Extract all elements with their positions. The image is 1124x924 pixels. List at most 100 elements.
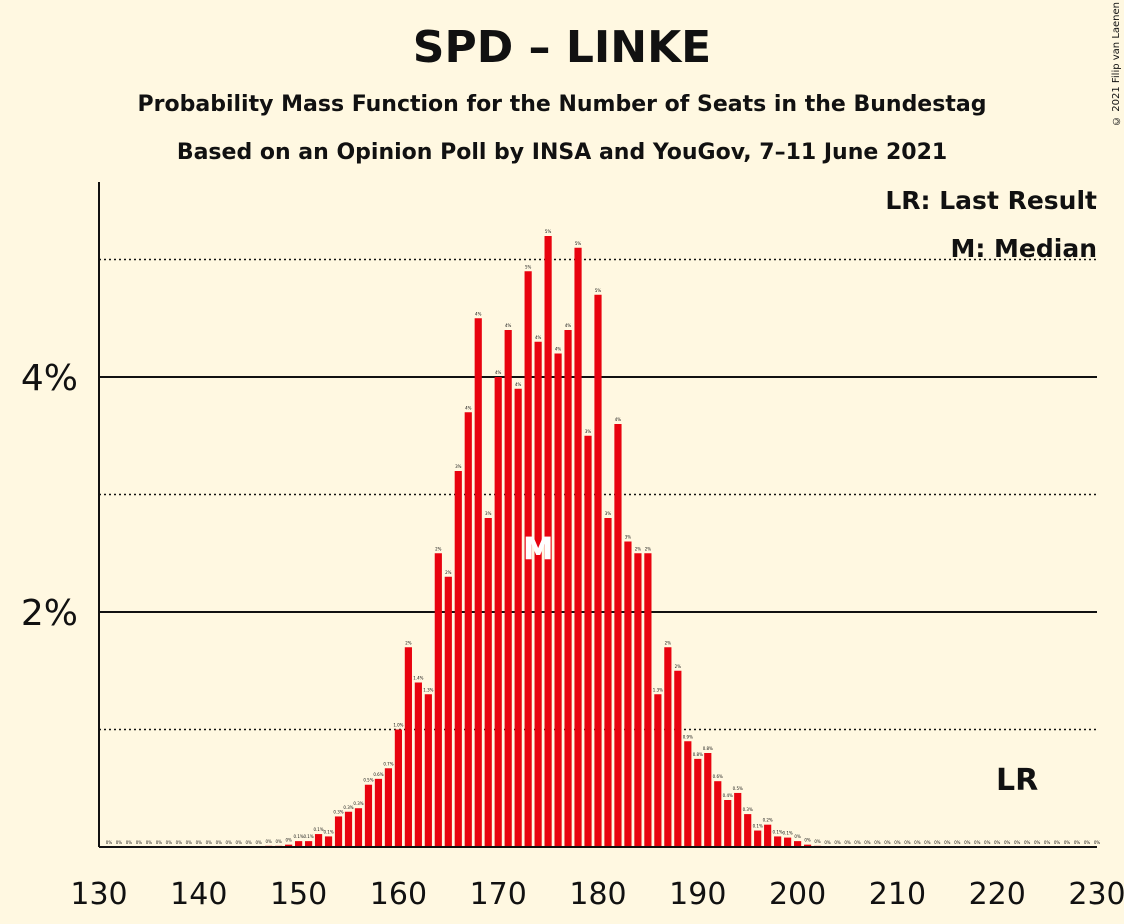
bar-value-label: 0.1% [773, 829, 783, 834]
bar-seat-169 [484, 518, 492, 847]
x-tick-label: 160 [370, 877, 427, 912]
bar-seat-150 [295, 841, 303, 847]
bar-seat-175 [544, 236, 552, 847]
bar-value-label: 4% [555, 347, 562, 352]
bar-seat-174 [534, 341, 542, 847]
bar-value-label: 4% [615, 417, 622, 422]
bar-value-label: 0.1% [313, 827, 323, 832]
bar-value-label: 0% [934, 840, 941, 845]
bar-value-label: 0.1% [323, 829, 333, 834]
bar-value-label: 0% [196, 840, 203, 845]
bar-seat-186 [654, 694, 662, 847]
bar-value-label: 0.6% [713, 774, 723, 779]
bar-seat-185 [644, 553, 652, 847]
bar-value-label: 0.3% [333, 809, 343, 814]
legend-last-result: LR: Last Result [885, 186, 1097, 215]
bar-value-label: 0% [146, 840, 153, 845]
bar-value-label: 0.5% [363, 778, 373, 783]
bar-value-label: 0.1% [783, 831, 793, 836]
bar-seat-190 [694, 758, 702, 847]
bar-seat-162 [414, 682, 422, 847]
bar-value-label: 0.9% [683, 734, 693, 739]
bar-value-label: 0% [166, 840, 173, 845]
bar-seat-189 [684, 741, 692, 847]
bar-value-label: 0% [1084, 840, 1091, 845]
bar-value-label: 0% [824, 840, 831, 845]
bar-value-label: 0% [116, 840, 123, 845]
bar-seat-163 [424, 694, 432, 847]
bar-seat-157 [364, 784, 373, 847]
bar-value-label: 0% [864, 840, 871, 845]
bar-seat-152 [314, 834, 323, 847]
bar-value-label: 3% [485, 511, 492, 516]
bar-value-label: 4% [515, 382, 522, 387]
x-tick-label: 170 [470, 877, 527, 912]
y-tick-label: 2% [21, 593, 78, 634]
x-tick-label: 190 [669, 877, 726, 912]
bar-seat-164 [434, 553, 442, 847]
bar-value-label: 1.3% [653, 687, 663, 692]
bar-value-label: 4% [535, 335, 542, 340]
bar-value-label: 0% [874, 840, 881, 845]
chart-source-line: Based on an Opinion Poll by INSA and You… [176, 140, 948, 165]
bar-value-label: 0% [1094, 840, 1101, 845]
bar-value-label: 0% [794, 834, 801, 839]
bar-value-label: 0% [1044, 840, 1051, 845]
bar-value-label: 3% [605, 511, 612, 516]
bar-value-label: 0% [904, 840, 911, 845]
bar-value-label: 5% [545, 229, 552, 234]
bar-value-label: 0% [804, 838, 811, 843]
bar-value-label: 0.3% [743, 807, 753, 812]
bar-value-label: 3% [455, 464, 462, 469]
bar-value-label: 0% [275, 839, 282, 844]
bar-value-label: 3% [625, 535, 632, 540]
bar-value-label: 2% [405, 640, 412, 645]
bar-value-label: 0% [176, 840, 183, 845]
chart-title: SPD – LINKE [412, 22, 712, 73]
bar-value-label: 0.1% [303, 834, 313, 839]
bar-seat-181 [604, 518, 612, 847]
bar-value-label: 0% [964, 840, 971, 845]
bar-seat-167 [464, 412, 472, 847]
bar-seat-161 [404, 647, 412, 847]
bar-seat-191 [704, 753, 712, 847]
bar-value-label: 5% [575, 241, 582, 246]
bar-value-label: 0% [914, 840, 921, 845]
x-tick-label: 220 [969, 877, 1026, 912]
bar-value-label: 2% [645, 546, 652, 551]
bar-value-label: 0% [984, 840, 991, 845]
x-tick-label: 230 [1068, 877, 1124, 912]
bar-value-label: 2% [635, 546, 642, 551]
bar-value-label: 0.5% [733, 786, 743, 791]
chart-subtitle: Probability Mass Function for the Number… [137, 92, 987, 117]
bar-seat-199 [784, 837, 792, 847]
bar-seat-177 [564, 330, 572, 847]
x-tick-label: 130 [70, 877, 127, 912]
median-marker: M [523, 532, 553, 567]
bar-value-label: 2% [445, 570, 452, 575]
bar-value-label: 0% [1064, 840, 1071, 845]
bar-value-label: 0% [954, 840, 961, 845]
bar-value-label: 0% [894, 840, 901, 845]
bar-value-label: 0% [246, 840, 253, 845]
bar-seat-156 [354, 808, 363, 847]
x-tick-label: 150 [270, 877, 327, 912]
x-tick-label: 140 [170, 877, 227, 912]
bar-value-label: 0.3% [353, 801, 363, 806]
bar-seat-178 [574, 247, 582, 847]
bar-value-label: 0% [226, 840, 233, 845]
bar-value-label: 0.3% [343, 805, 353, 810]
x-tick-label: 200 [769, 877, 826, 912]
bar-seat-159 [384, 768, 393, 847]
bar-seat-197 [764, 824, 772, 847]
bar-value-label: 1.3% [423, 687, 433, 692]
bar-seat-173 [524, 271, 532, 847]
bar-value-label: 0% [256, 840, 263, 845]
bar-seat-200 [794, 841, 802, 847]
bar-value-label: 0% [156, 840, 163, 845]
bar-value-label: 0% [944, 840, 951, 845]
bar-value-label: 0% [844, 840, 851, 845]
bar-value-label: 0% [1054, 840, 1061, 845]
bar-value-label: 0.1% [294, 834, 304, 839]
